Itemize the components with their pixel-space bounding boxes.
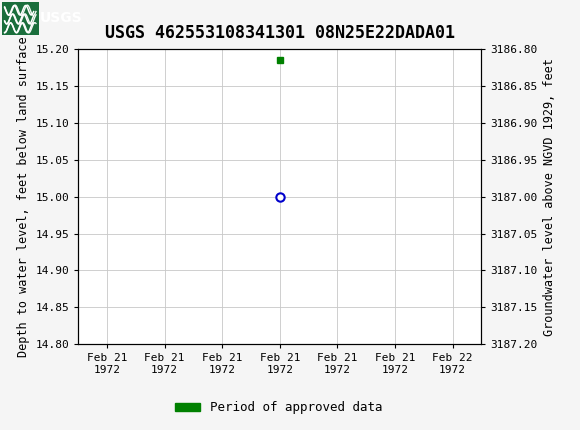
Legend: Period of approved data: Period of approved data: [169, 396, 387, 419]
Title: USGS 462553108341301 08N25E22DADA01: USGS 462553108341301 08N25E22DADA01: [105, 25, 455, 42]
Y-axis label: Depth to water level, feet below land surface: Depth to water level, feet below land su…: [17, 37, 30, 357]
Bar: [2, 2, 39, 35]
Y-axis label: Groundwater level above NGVD 1929, feet: Groundwater level above NGVD 1929, feet: [543, 58, 556, 336]
Text: USGS: USGS: [39, 11, 82, 25]
